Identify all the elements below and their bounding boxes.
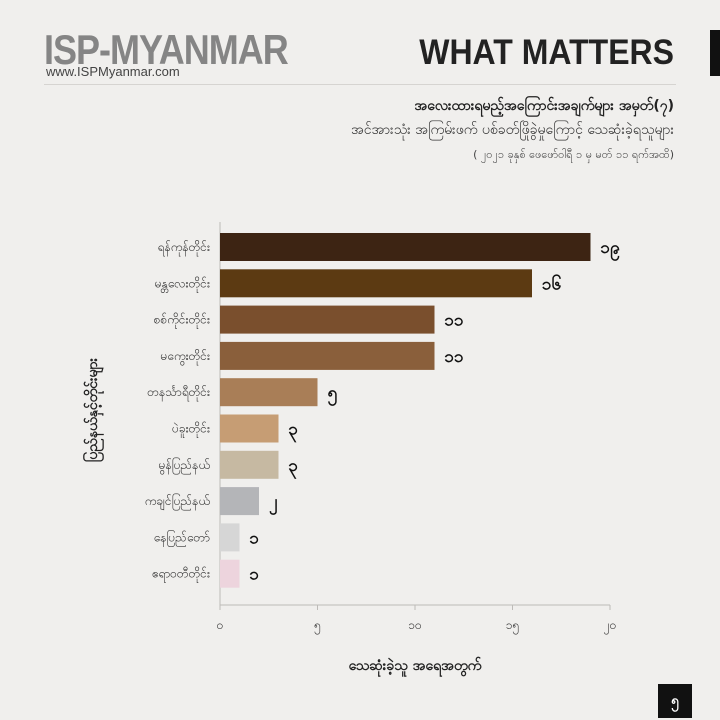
chart-date-range: ( ၂၀၂၁ ခုနှစ် ဖေဖော်ဝါရီ ၁ မှ မတ် ၁၁ ရက်… [473, 148, 674, 161]
category-label: စစ်ကိုင်းတိုင်း [154, 312, 210, 330]
x-tick-label: ၅ [314, 618, 321, 635]
value-label: ၃ [289, 420, 299, 444]
bar [220, 559, 240, 588]
brand-logo: ISP-MYANMAR [44, 26, 289, 74]
category-label: ပဲခူးတိုင်း [172, 421, 210, 439]
category-label: နေပြည်တော် [154, 528, 210, 547]
category-label: ရန်ကုန်တိုင်း [158, 239, 210, 257]
bar [220, 487, 259, 516]
category-label: ကချင်ပြည်နယ် [145, 492, 210, 511]
page-number: ၅ [658, 684, 692, 718]
bar [220, 450, 279, 479]
category-label: တနင်္သာရီတိုင်း [147, 384, 210, 402]
section-tab-marker [710, 30, 720, 76]
x-tick-label: ၂၀ [604, 618, 617, 635]
value-label: ၁၆ [542, 272, 562, 294]
chart-subtitle: အင်အားသုံး အကြမ်းဖက် ပစ်ခတ်ဖြိုခွဲမှုကြေ… [350, 122, 674, 138]
x-tick-label: ၀ [217, 618, 224, 632]
header-divider [44, 84, 676, 85]
value-label: ၁ [250, 565, 260, 585]
bar [220, 378, 318, 407]
chart-title: အလေးထားရမည့်အကြောင်းအချက်များ အမှတ်(၇) [414, 98, 674, 114]
bar [220, 269, 532, 298]
value-label: ၁ [250, 528, 260, 548]
y-axis-title: ပြည်နယ်နှင့်တိုင်းများ [83, 357, 104, 462]
x-tick-label: ၁၀ [408, 618, 422, 632]
bar [220, 233, 591, 261]
value-label: ၃ [289, 456, 299, 480]
x-tick-label: ၁၅ [506, 618, 520, 635]
value-label: ၁၁ [445, 311, 465, 331]
value-label: ၁၉ [601, 238, 621, 262]
category-label: ဧရာဝတီတိုင်း [152, 566, 210, 584]
bar [220, 305, 435, 334]
value-label: ၂ [269, 492, 278, 516]
category-label: မန္တလေးတိုင်း [155, 275, 210, 293]
bar [220, 523, 240, 552]
value-label: ၁၁ [445, 347, 465, 367]
x-axis-title: သေဆုံးခဲ့သူ အရေအတွက် [349, 657, 483, 677]
bar [220, 341, 435, 370]
value-label: ၅ [328, 383, 338, 407]
section-title: WHAT MATTERS [419, 32, 674, 72]
category-label: မွန်ပြည်နယ် [159, 456, 210, 475]
bar [220, 414, 279, 443]
category-label: မကွေးတိုင်း [160, 348, 210, 366]
brand-url: www.ISPMyanmar.com [46, 64, 180, 79]
